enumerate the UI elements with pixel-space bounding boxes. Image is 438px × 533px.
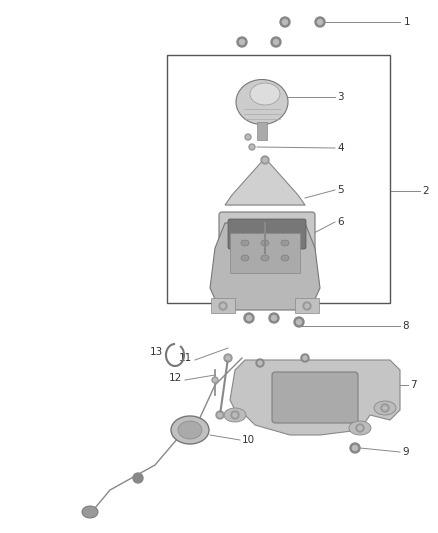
Ellipse shape <box>349 421 371 435</box>
Text: 8: 8 <box>402 321 409 331</box>
Text: 1: 1 <box>404 17 411 27</box>
Circle shape <box>249 144 255 150</box>
Circle shape <box>218 413 222 417</box>
FancyBboxPatch shape <box>219 212 315 256</box>
Circle shape <box>224 354 232 362</box>
Ellipse shape <box>236 79 288 125</box>
Ellipse shape <box>281 240 289 246</box>
FancyBboxPatch shape <box>272 372 358 423</box>
Circle shape <box>383 406 387 410</box>
Bar <box>230 233 300 273</box>
Ellipse shape <box>241 255 249 261</box>
Circle shape <box>256 359 264 367</box>
Bar <box>167 55 390 303</box>
Circle shape <box>133 473 143 483</box>
Text: 4: 4 <box>337 143 344 153</box>
Text: 6: 6 <box>337 217 344 227</box>
Bar <box>295 298 319 313</box>
Polygon shape <box>230 360 400 435</box>
Text: 10: 10 <box>242 435 255 445</box>
Text: 7: 7 <box>410 380 417 390</box>
Polygon shape <box>210 223 320 310</box>
Circle shape <box>305 304 309 308</box>
FancyBboxPatch shape <box>228 219 306 249</box>
Circle shape <box>297 319 301 325</box>
Circle shape <box>280 17 290 27</box>
Circle shape <box>269 313 279 323</box>
Ellipse shape <box>261 240 269 246</box>
Bar <box>211 298 235 313</box>
Circle shape <box>263 158 267 162</box>
Text: 3: 3 <box>337 92 344 102</box>
Circle shape <box>273 39 279 44</box>
Ellipse shape <box>241 240 249 246</box>
Circle shape <box>318 20 322 25</box>
Text: 5: 5 <box>337 185 344 195</box>
Circle shape <box>294 317 304 327</box>
Polygon shape <box>225 158 305 205</box>
Circle shape <box>258 361 262 365</box>
Circle shape <box>240 39 244 44</box>
Circle shape <box>353 446 357 450</box>
Text: 11: 11 <box>179 353 192 363</box>
Circle shape <box>251 146 254 149</box>
Ellipse shape <box>281 255 289 261</box>
Circle shape <box>216 411 224 419</box>
Circle shape <box>213 378 216 382</box>
Circle shape <box>233 413 237 417</box>
Text: 12: 12 <box>169 373 182 383</box>
Circle shape <box>244 313 254 323</box>
Circle shape <box>303 356 307 360</box>
Circle shape <box>219 302 227 310</box>
Ellipse shape <box>82 506 98 518</box>
Text: 13: 13 <box>150 347 163 357</box>
Circle shape <box>301 354 309 362</box>
Circle shape <box>350 443 360 453</box>
Ellipse shape <box>374 401 396 415</box>
Circle shape <box>283 20 287 25</box>
Bar <box>257 122 267 140</box>
Circle shape <box>261 156 269 164</box>
Circle shape <box>245 134 251 140</box>
Ellipse shape <box>250 83 280 105</box>
Circle shape <box>272 316 276 320</box>
Circle shape <box>315 17 325 27</box>
Circle shape <box>237 37 247 47</box>
Circle shape <box>358 426 362 430</box>
Circle shape <box>212 377 218 383</box>
Circle shape <box>231 411 239 419</box>
Text: 2: 2 <box>422 187 429 196</box>
Circle shape <box>381 404 389 412</box>
Ellipse shape <box>224 408 246 422</box>
Circle shape <box>271 37 281 47</box>
Circle shape <box>303 302 311 310</box>
Text: 9: 9 <box>402 447 409 457</box>
Circle shape <box>221 304 225 308</box>
Circle shape <box>247 316 251 320</box>
Circle shape <box>247 135 250 139</box>
Ellipse shape <box>178 421 202 439</box>
Circle shape <box>356 424 364 432</box>
Circle shape <box>226 356 230 360</box>
Ellipse shape <box>171 416 209 444</box>
Ellipse shape <box>261 255 269 261</box>
